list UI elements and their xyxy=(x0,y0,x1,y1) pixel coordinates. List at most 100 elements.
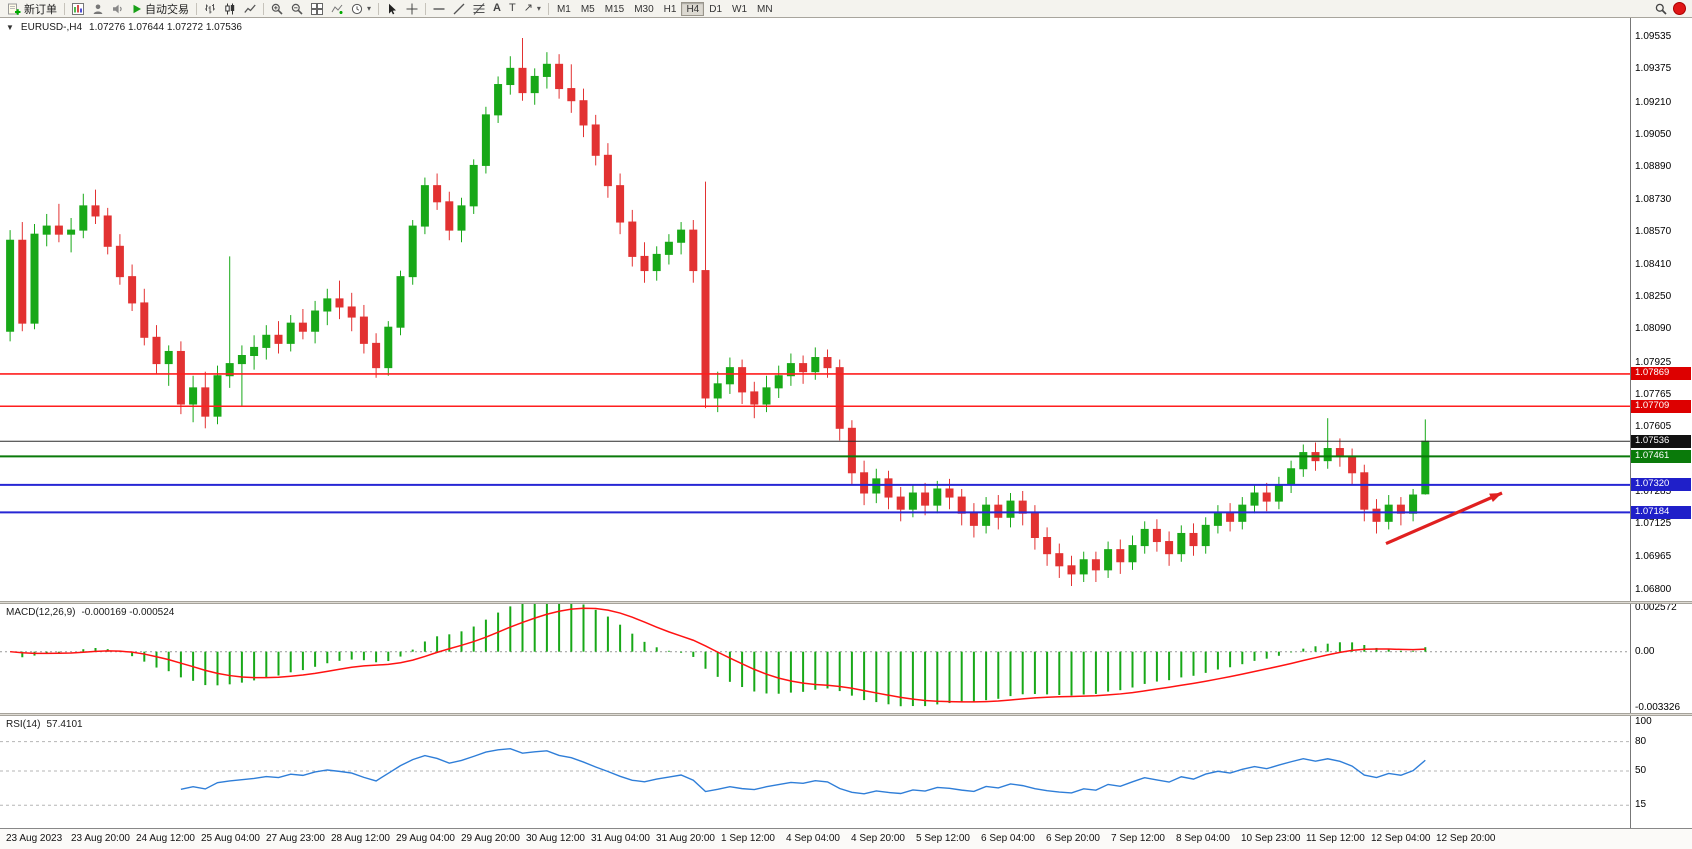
separator xyxy=(547,2,549,15)
tile-windows-icon xyxy=(311,2,323,15)
tile-windows-button[interactable] xyxy=(307,1,327,17)
ohlc-values: 1.07276 1.07644 1.07272 1.07536 xyxy=(89,22,242,33)
search-button[interactable] xyxy=(1651,1,1671,17)
timeframe-h1[interactable]: H1 xyxy=(663,3,677,15)
zoom-out-button[interactable] xyxy=(287,1,307,17)
time-axis[interactable]: 23 Aug 2023 23 Aug 20:00 24 Aug 12:00 25 Au… xyxy=(0,828,1692,849)
text-tool-button[interactable]: A xyxy=(489,1,505,17)
text-label-icon: T xyxy=(508,2,516,14)
trend-arrow[interactable] xyxy=(1385,491,1503,546)
time-axis-label: 23 Aug 20:00 xyxy=(71,833,130,844)
periods-button[interactable]: ▾ xyxy=(347,1,375,17)
price-tick-label: 1.07925 xyxy=(1635,356,1672,368)
panel-splitter[interactable] xyxy=(0,713,1692,716)
timeframe-m30[interactable]: M30 xyxy=(634,3,654,15)
time-axis-label: 23 Aug 2023 xyxy=(6,833,63,844)
price-tick-label: 1.07765 xyxy=(1635,388,1672,400)
timeframe-w1[interactable]: W1 xyxy=(732,3,748,15)
timeframe-m1[interactable]: M1 xyxy=(556,3,571,15)
arrows-tool-button[interactable]: ↗ ▾ xyxy=(520,1,545,17)
timeframe-m5[interactable]: M5 xyxy=(580,3,595,15)
hline-tool-button[interactable] xyxy=(429,1,449,17)
indicators-button[interactable] xyxy=(327,1,347,17)
sound-button[interactable] xyxy=(108,1,128,17)
clock-icon xyxy=(351,3,363,15)
time-axis-label: 7 Sep 12:00 xyxy=(1111,833,1165,844)
price-tick-label: 1.08250 xyxy=(1635,290,1672,302)
separator xyxy=(425,2,427,15)
bar-chart-type-button[interactable] xyxy=(200,1,220,17)
zoom-in-icon xyxy=(271,3,283,15)
charts-grid-button[interactable] xyxy=(68,1,88,17)
new-order-button[interactable]: 新订单 xyxy=(4,1,61,17)
price-tick-label: 1.09535 xyxy=(1635,31,1672,42)
toolbar: 新订单 自动交易 ▾ A T ↗ ▾ M1 M5 M15 M30 H1 H4 D1… xyxy=(0,0,1692,18)
rsi-panel[interactable] xyxy=(0,716,1630,828)
chart-header: ▼ EURUSD-,H4 1.07276 1.07644 1.07272 1.0… xyxy=(6,22,242,33)
main-chart[interactable] xyxy=(0,18,1630,601)
separator xyxy=(196,2,197,15)
panel-splitter[interactable] xyxy=(0,601,1692,604)
rsi-label: RSI(14) 57.4101 xyxy=(6,719,83,730)
price-tick-label: 1.08090 xyxy=(1635,323,1672,335)
macd-histogram xyxy=(21,604,1427,707)
bar-chart-icon xyxy=(204,3,216,15)
price-tick-label: 1.07285 xyxy=(1635,486,1672,497)
time-axis-label: 27 Aug 23:00 xyxy=(266,833,325,844)
expand-toggle-icon[interactable]: ▼ xyxy=(6,23,14,32)
time-axis-label: 31 Aug 04:00 xyxy=(591,833,650,844)
trendline-icon xyxy=(453,3,465,15)
rsi-tick-label: 50 xyxy=(1635,765,1647,776)
text-label-tool-button[interactable]: T xyxy=(505,1,520,17)
price-tick-label: 1.08410 xyxy=(1635,258,1672,270)
arrow-tool-icon: ↗ xyxy=(523,2,533,14)
chevron-down-icon: ▾ xyxy=(536,4,541,13)
timeframe-mn[interactable]: MN xyxy=(757,3,773,15)
candles-layer xyxy=(6,38,1430,587)
price-tick-label: 1.06800 xyxy=(1635,584,1672,596)
price-badge: 1.07320 xyxy=(1631,478,1691,492)
crosshair-tool-button[interactable] xyxy=(402,1,422,17)
time-axis-label: 4 Sep 04:00 xyxy=(786,833,840,844)
time-axis-label: 1 Sep 12:00 xyxy=(721,833,775,844)
timeframe-m15[interactable]: M15 xyxy=(604,3,625,15)
fibonacci-tool-button[interactable] xyxy=(469,1,489,17)
rsi-tick-label: 100 xyxy=(1635,716,1652,727)
separator xyxy=(378,2,380,15)
rsi-value: 57.4101 xyxy=(46,719,83,730)
time-axis-label: 6 Sep 20:00 xyxy=(1046,833,1100,844)
price-badge: 1.07709 xyxy=(1631,399,1691,413)
profile-button[interactable] xyxy=(88,1,108,17)
chevron-down-icon: ▾ xyxy=(367,4,372,13)
price-axis[interactable]: 1.09535 1.09375 1.09210 1.09050 1.08890 1.087… xyxy=(1631,0,1692,849)
new-order-label: 新订单 xyxy=(24,3,57,16)
symbol-period-label: EURUSD-,H4 xyxy=(20,22,83,33)
line-chart-type-button[interactable] xyxy=(240,1,260,17)
macd-signal-line xyxy=(10,607,1426,703)
auto-trading-button[interactable]: 自动交易 xyxy=(128,1,193,17)
auto-trading-label: 自动交易 xyxy=(145,3,189,16)
candlestick-icon xyxy=(224,3,236,15)
macd-label: MACD(12,26,9) -0.000169 -0.000524 xyxy=(6,607,174,618)
trend-arrow-head xyxy=(1489,493,1502,503)
timeframe-d1[interactable]: D1 xyxy=(709,3,723,15)
fibonacci-icon xyxy=(473,2,485,15)
time-axis-label: 25 Aug 04:00 xyxy=(201,833,260,844)
price-badge: 1.07461 xyxy=(1631,449,1691,463)
price-tick-label: 1.07125 xyxy=(1635,518,1672,530)
price-tick-label: 1.09210 xyxy=(1635,96,1672,108)
zoom-in-button[interactable] xyxy=(267,1,287,17)
macd-panel[interactable] xyxy=(0,604,1630,713)
notification-badge-icon[interactable] xyxy=(1673,2,1686,15)
macd-name: MACD(12,26,9) xyxy=(6,607,76,618)
cursor-tool-button[interactable] xyxy=(382,1,402,17)
price-badge: 1.07184 xyxy=(1631,505,1691,519)
time-axis-label: 6 Sep 04:00 xyxy=(981,833,1035,844)
timeframe-h4[interactable]: H4 xyxy=(681,1,705,16)
candlestick-type-button[interactable] xyxy=(220,1,240,17)
macd-values: -0.000169 -0.000524 xyxy=(81,607,175,618)
time-axis-label: 10 Sep 23:00 xyxy=(1241,833,1301,844)
price-tick-label: 1.08570 xyxy=(1635,226,1672,238)
rsi-tick-label: 80 xyxy=(1635,735,1647,747)
trendline-tool-button[interactable] xyxy=(449,1,469,17)
